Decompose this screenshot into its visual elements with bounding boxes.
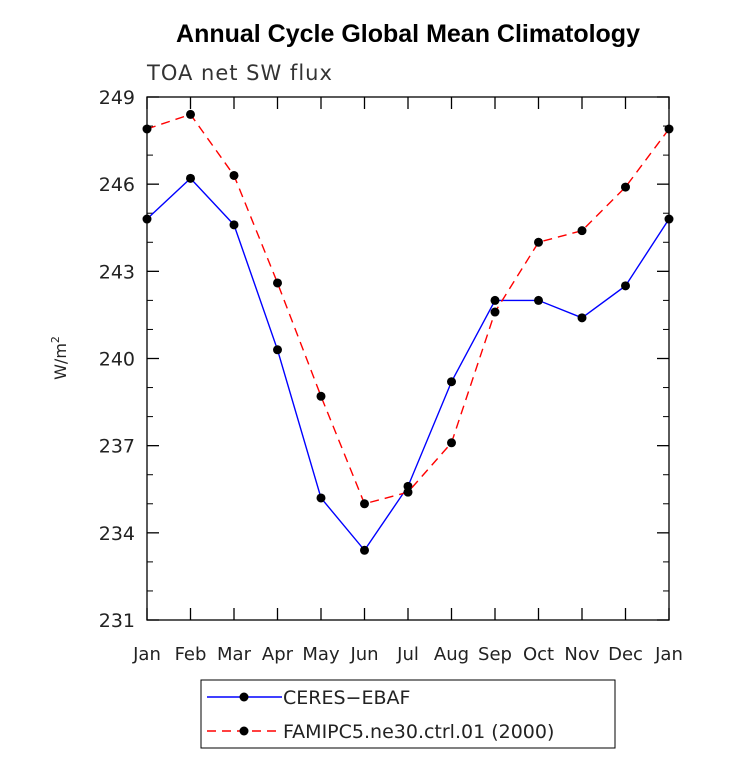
legend-label-1: FAMIPC5.ne30.ctrl.01 (2000) <box>283 721 554 743</box>
data-point-series-1 <box>273 278 282 288</box>
data-point-series-0 <box>534 295 543 305</box>
data-point-series-1 <box>447 438 456 448</box>
chart-title: Annual Cycle Global Mean Climatology <box>176 20 640 48</box>
x-tick-label: Jun <box>349 644 378 665</box>
x-tick-label: Apr <box>262 644 294 665</box>
data-point-series-0 <box>664 214 674 224</box>
data-point-series-1 <box>490 307 500 317</box>
data-point-series-1 <box>577 226 587 236</box>
data-point-series-0 <box>186 173 195 183</box>
data-point-series-1 <box>621 182 630 192</box>
series-line-1 <box>146 113 670 505</box>
y-tick-label: 231 <box>99 610 135 632</box>
data-point-series-1 <box>360 499 369 509</box>
data-point-series-1 <box>664 124 674 134</box>
data-point-series-1 <box>186 109 195 119</box>
data-point-series-0 <box>577 313 587 323</box>
x-tick-label: Nov <box>564 644 599 665</box>
x-tick-label: Mar <box>217 644 252 665</box>
data-point-series-0 <box>621 281 630 291</box>
legend-box <box>200 679 616 749</box>
series-layer <box>142 109 674 555</box>
y-axis-label: W/m2 <box>49 336 70 380</box>
y-tick-label: 240 <box>99 349 135 371</box>
y-tick-label: 234 <box>99 523 135 545</box>
data-point-series-1 <box>316 391 326 401</box>
plot-frame <box>146 96 670 621</box>
data-point-series-0 <box>447 377 456 387</box>
x-axis-ticks: Jan Feb Mar Apr May Jun Jul Aug Sep Oct Nov Dec Jan <box>132 97 683 665</box>
x-tick-label: Jan <box>132 644 161 665</box>
x-tick-label: Oct <box>523 644 554 665</box>
data-point-series-1 <box>403 487 413 497</box>
legend-label-0: CERES−EBAF <box>283 687 410 709</box>
x-tick-label: Aug <box>434 644 469 665</box>
legend: CERES−EBAF FAMIPC5.ne30.ctrl.01 (2000) <box>200 679 616 749</box>
legend-marker-1 <box>239 726 249 736</box>
y-tick-label: 246 <box>99 174 135 196</box>
legend-marker-0 <box>239 692 249 702</box>
data-point-series-0 <box>229 220 239 230</box>
data-point-series-0 <box>142 214 152 224</box>
data-point-series-1 <box>534 237 543 247</box>
y-tick-label: 249 <box>99 87 135 109</box>
x-tick-label: May <box>302 644 340 665</box>
x-tick-label: Jan <box>654 644 683 665</box>
x-tick-label: Dec <box>608 644 643 665</box>
data-point-series-1 <box>229 170 239 180</box>
data-point-series-0 <box>316 493 326 503</box>
x-tick-label: Sep <box>478 644 512 665</box>
x-tick-label: Jul <box>396 644 419 665</box>
data-point-series-1 <box>142 124 152 134</box>
chart-subtitle: TOA net SW flux <box>146 61 333 85</box>
y-axis-ticks: 231 234 237 240 243 246 249 <box>99 87 669 632</box>
data-point-series-0 <box>273 345 282 355</box>
y-tick-label: 243 <box>99 261 135 283</box>
x-tick-label: Feb <box>175 644 207 665</box>
y-tick-label: 237 <box>99 436 135 458</box>
data-point-series-0 <box>490 295 500 305</box>
data-point-series-0 <box>360 545 369 555</box>
